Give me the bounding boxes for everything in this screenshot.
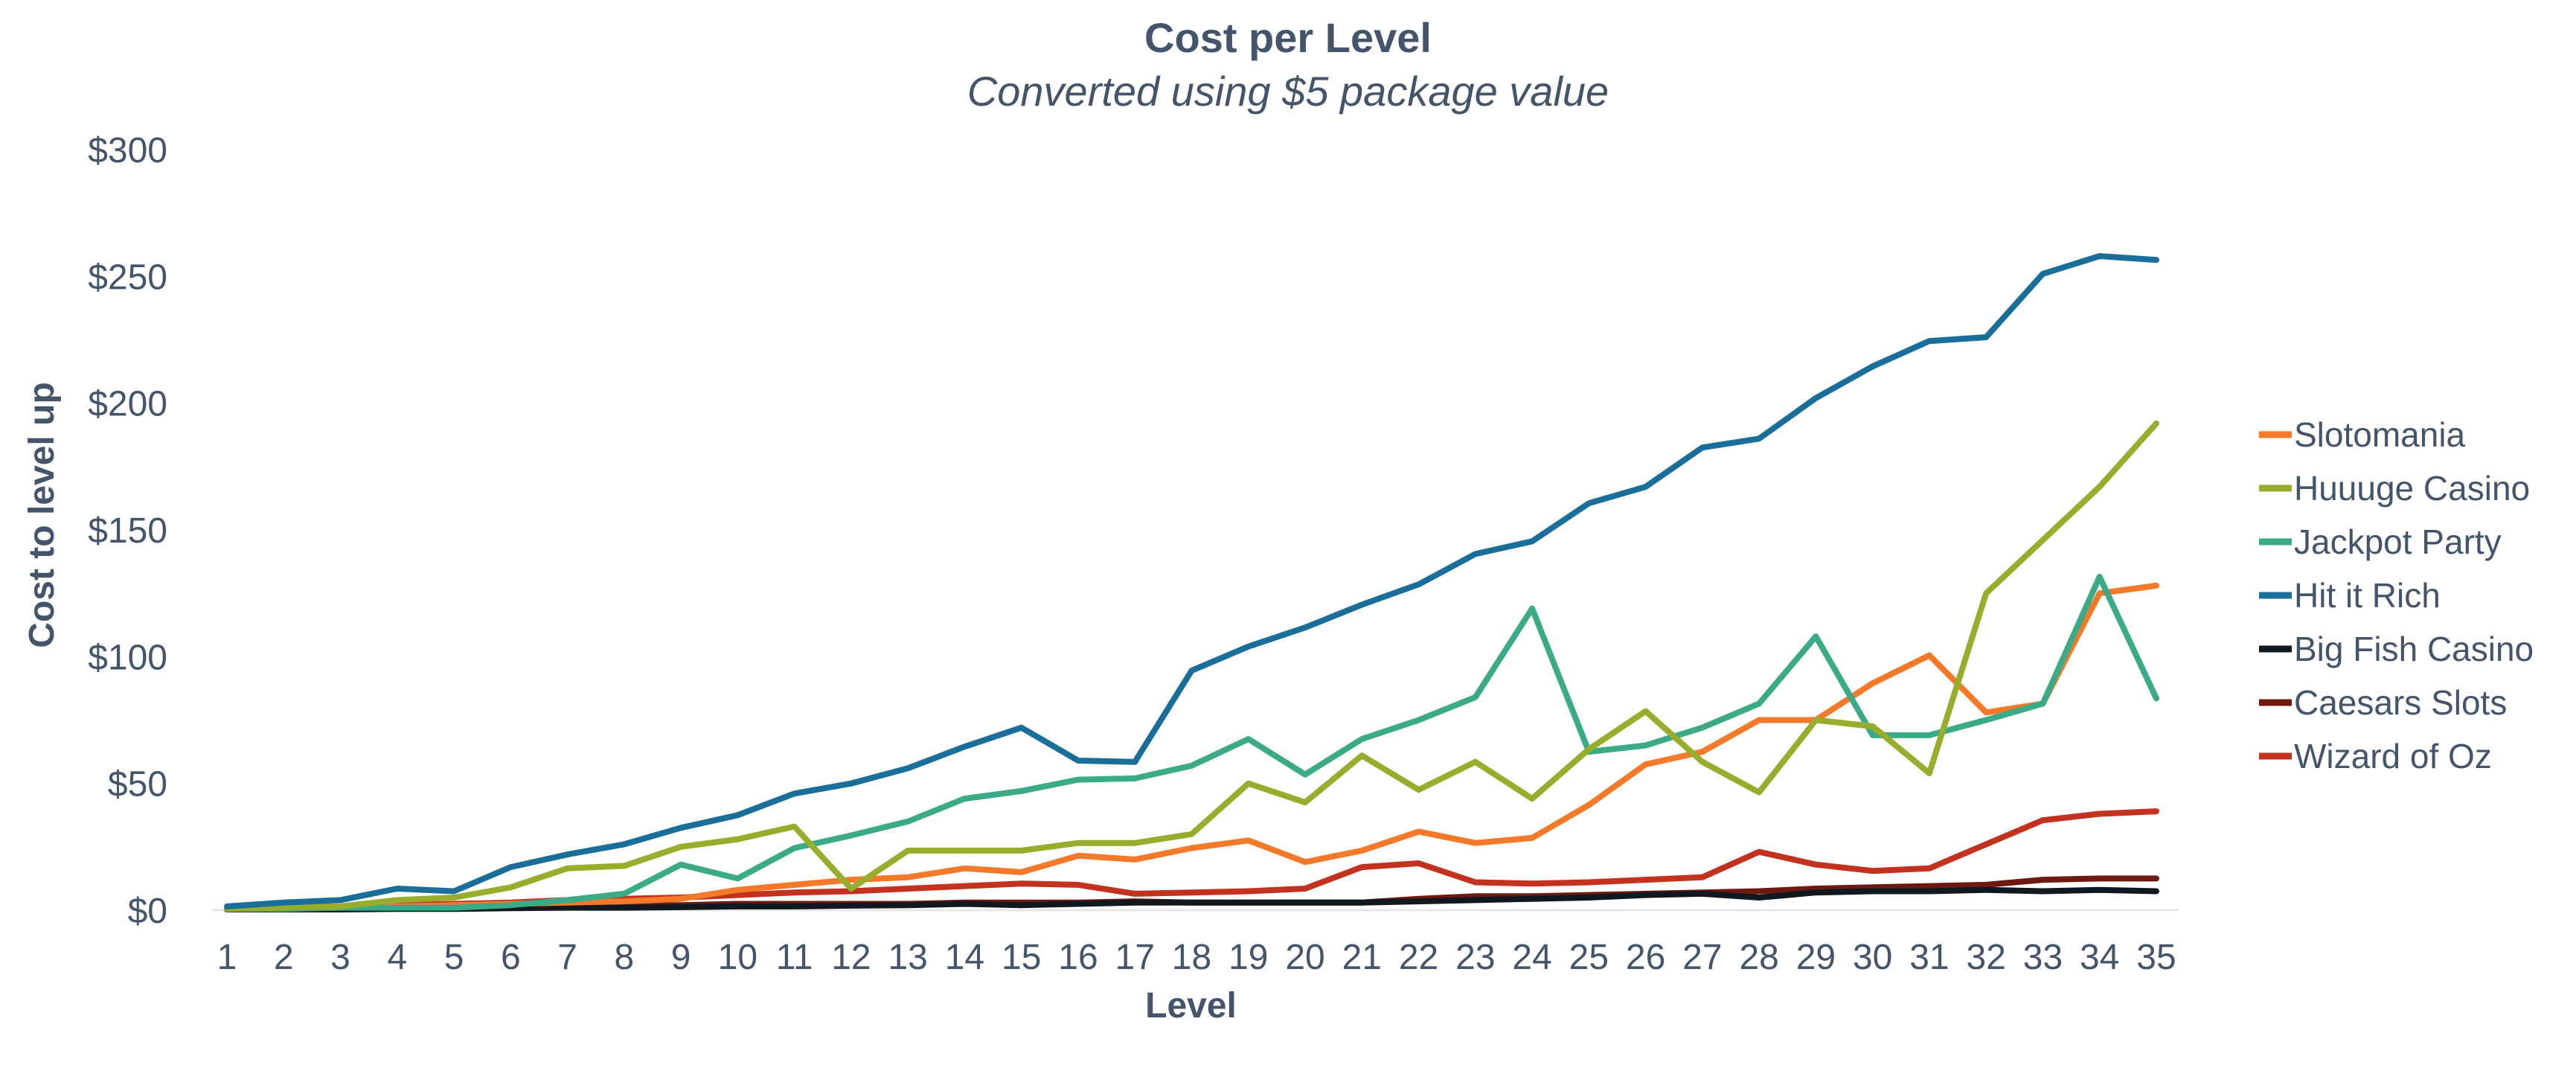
x-tick-label: 7 <box>557 938 577 977</box>
y-tick-label: $100 <box>88 638 167 677</box>
x-tick-label: 17 <box>1115 938 1155 977</box>
x-tick-label: 28 <box>1739 938 1778 977</box>
series-line-huuuge-casino <box>224 420 2159 912</box>
legend-label: Slotomania <box>2294 415 2466 454</box>
y-axis-title: Cost to level up <box>22 382 62 647</box>
x-tick-label: 26 <box>1626 938 1665 977</box>
y-tick-label: $150 <box>88 511 167 551</box>
x-tick-label: 30 <box>1853 938 1892 977</box>
x-tick-label: 12 <box>831 938 871 977</box>
legend-label: Caesars Slots <box>2294 683 2507 722</box>
x-tick-label: 19 <box>1228 938 1268 977</box>
series-line-big-fish-casino <box>224 886 2159 912</box>
x-tick-label: 20 <box>1285 938 1324 977</box>
x-tick-label: 6 <box>501 938 521 977</box>
x-tick-label: 25 <box>1569 938 1609 977</box>
y-tick-label: $200 <box>88 385 167 424</box>
series-line-jackpot-party <box>224 574 2159 912</box>
legend-label: Huuuge Casino <box>2294 469 2530 508</box>
x-tick-label: 2 <box>274 938 294 977</box>
x-tick-label: 27 <box>1682 938 1722 977</box>
plot-area <box>224 253 2159 912</box>
x-tick-label: 16 <box>1058 938 1098 977</box>
x-tick-label: 35 <box>2136 938 2176 977</box>
legend-label: Wizard of Oz <box>2294 737 2492 775</box>
y-tick-label: $0 <box>128 892 167 931</box>
x-tick-label: 21 <box>1342 938 1382 977</box>
legend-label: Hit it Rich <box>2294 576 2441 615</box>
x-tick-label: 33 <box>2023 938 2063 977</box>
x-tick-label: 34 <box>2080 938 2119 977</box>
x-tick-label: 10 <box>718 938 757 977</box>
x-axis-title: Level <box>1145 986 1237 1026</box>
x-axis: 1 2 3 4 5 6 7 8 9 10 11 12 13 14 15 16 17 18 19 20 21 22 23 24 2… <box>212 909 2179 977</box>
x-tick-label: 18 <box>1172 938 1211 977</box>
x-tick-label: 32 <box>1967 938 2006 977</box>
chart-title: Cost per Level <box>1144 14 1432 61</box>
chart-subtitle: Converted using $5 package value <box>967 68 1609 115</box>
x-tick-label: 9 <box>671 938 691 977</box>
x-tick-label: 14 <box>945 938 984 977</box>
x-tick-label: 5 <box>444 938 464 977</box>
y-tick-label: $250 <box>88 258 167 297</box>
x-tick-label: 31 <box>1909 938 1949 977</box>
x-tick-label: 29 <box>1796 938 1836 977</box>
x-tick-label: 22 <box>1399 938 1438 977</box>
y-tick-label: $300 <box>88 131 167 170</box>
y-tick-label: $50 <box>108 765 167 805</box>
x-tick-label: 23 <box>1455 938 1495 977</box>
series-line-hit-it-rich <box>224 253 2159 909</box>
x-tick-label: 1 <box>217 938 237 977</box>
y-axis: $0 $50 $100 $150 $200 $250 $300 <box>88 131 167 931</box>
x-tick-label: 3 <box>330 938 350 977</box>
x-tick-label: 11 <box>776 938 813 977</box>
legend-label: Big Fish Casino <box>2294 630 2534 668</box>
x-tick-label: 4 <box>387 938 407 977</box>
series-line-slotomania <box>224 582 2159 912</box>
x-tick-label: 24 <box>1512 938 1551 977</box>
x-tick-label: 8 <box>615 938 635 977</box>
legend-label: Jackpot Party <box>2294 522 2502 561</box>
legend: Slotomania Huuuge Casino Jackpot Party Hit … <box>2259 415 2534 775</box>
x-tick-label: 15 <box>1002 938 1041 977</box>
x-tick-label: 13 <box>888 938 927 977</box>
